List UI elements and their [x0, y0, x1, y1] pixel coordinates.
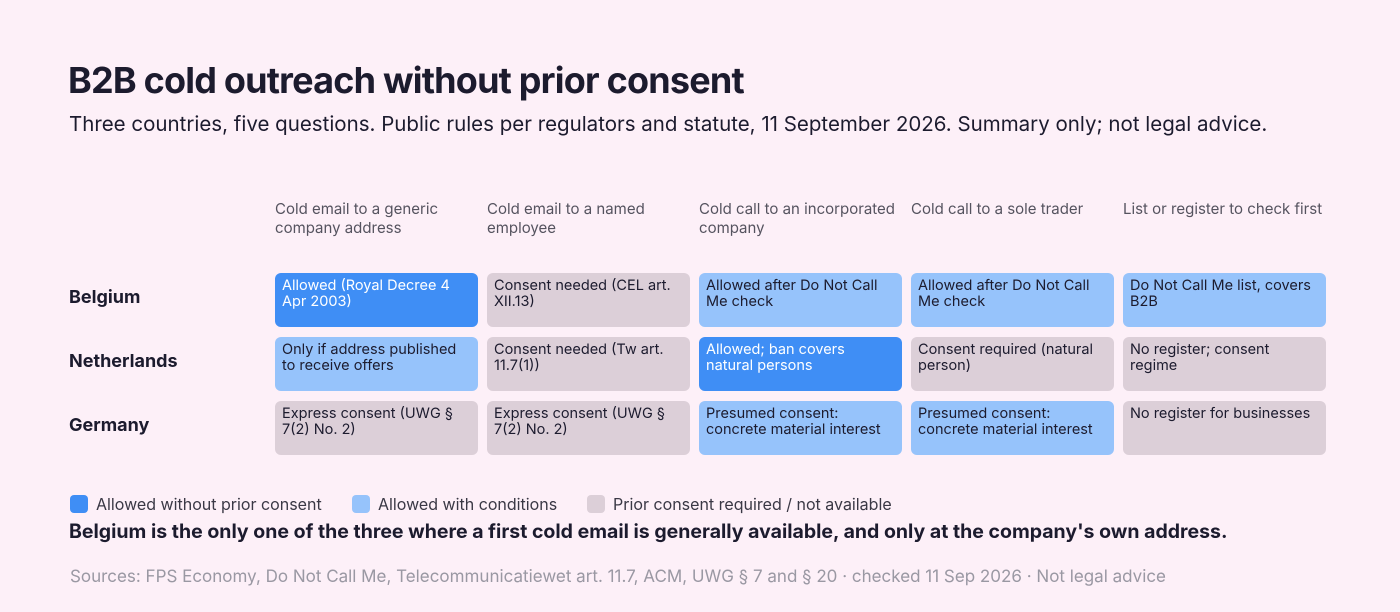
- cell: Consent needed (Tw art. 11.7(1)): [487, 337, 690, 391]
- cell: Express consent (UWG § 7(2) No. 2): [487, 401, 690, 455]
- row-label: Netherlands: [69, 351, 178, 372]
- legend-item: Prior consent required / not available: [587, 494, 892, 514]
- title: B2B cold outreach without prior consent: [68, 58, 745, 102]
- cell: Allowed; ban covers natural persons: [699, 337, 902, 391]
- column-header: Cold call to a sole trader: [911, 199, 1084, 218]
- legend-label: Allowed with conditions: [378, 494, 558, 514]
- row-label: Belgium: [69, 287, 141, 308]
- cell: Allowed (Royal Decree 4 Apr 2003): [275, 273, 478, 327]
- legend-swatch: [70, 495, 88, 513]
- column-header: Cold email to a generic company address: [275, 199, 439, 237]
- cell: No register; consent regime: [1123, 337, 1326, 391]
- column-header: Cold email to a named employee: [487, 199, 645, 237]
- legend-swatch: [352, 495, 370, 513]
- column-header: List or register to check first: [1123, 199, 1323, 218]
- legend-item: Allowed with conditions: [352, 494, 557, 514]
- legend-swatch: [587, 495, 605, 513]
- cell: Allowed after Do Not Call Me check: [911, 273, 1114, 327]
- subtitle: Three countries, five questions. Public …: [69, 111, 1268, 136]
- legend-label: Allowed without prior consent: [96, 494, 322, 514]
- legend-label: Prior consent required / not available: [613, 494, 892, 514]
- cell: No register for businesses: [1123, 401, 1326, 455]
- sources: Sources: FPS Economy, Do Not Call Me, Te…: [70, 567, 1166, 587]
- row-label: Germany: [69, 415, 150, 436]
- cell: Only if address published to receive off…: [275, 337, 478, 391]
- legend-item: Allowed without prior consent: [70, 494, 322, 514]
- cell: Presumed consent: concrete material inte…: [911, 401, 1114, 455]
- cell: Consent required (natural person): [911, 337, 1114, 391]
- cell: Do Not Call Me list, covers B2B: [1123, 273, 1326, 327]
- column-header: Cold call to an incorporated company: [699, 199, 895, 237]
- takeaway: Belgium is the only one of the three whe…: [69, 519, 1228, 543]
- cell: Express consent (UWG § 7(2) No. 2): [275, 401, 478, 455]
- cell: Consent needed (CEL art. XII.13): [487, 273, 690, 327]
- cell: Presumed consent: concrete material inte…: [699, 401, 902, 455]
- cell: Allowed after Do Not Call Me check: [699, 273, 902, 327]
